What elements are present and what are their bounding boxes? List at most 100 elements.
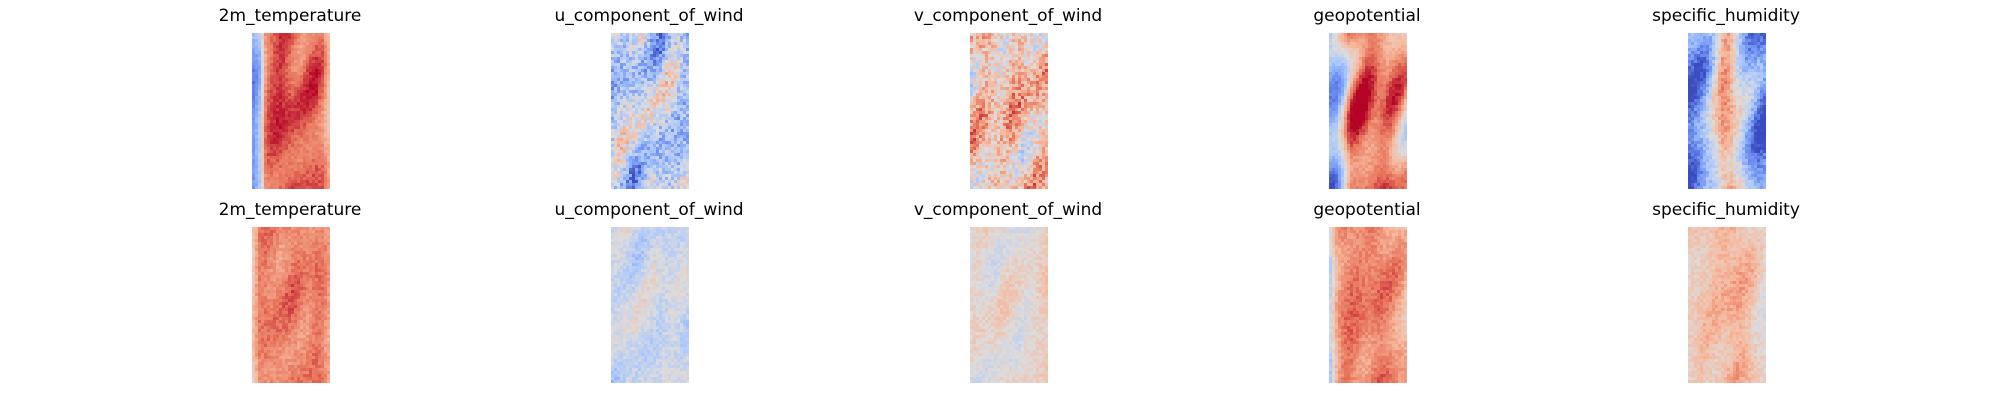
heatmap-cell (674, 153, 678, 157)
heatmap-cell (1009, 60, 1013, 64)
heatmap-cell (1030, 174, 1034, 178)
heatmap-cell (1392, 93, 1396, 97)
heatmap-cell (991, 123, 995, 127)
heatmap-cell (982, 69, 986, 73)
heatmap-cell (647, 180, 651, 184)
heatmap-cell (1009, 180, 1013, 184)
heatmap-cell (1371, 135, 1375, 139)
heatmap-cell (680, 96, 684, 100)
heatmap-cell (276, 99, 280, 103)
heatmap-cell (1012, 144, 1016, 148)
heatmap-cell (1033, 171, 1037, 175)
heatmap-cell (638, 84, 642, 88)
heatmap-cell (1347, 75, 1351, 79)
heatmap-cell (300, 57, 304, 61)
heatmap-cell (991, 153, 995, 157)
heatmap-cell (1039, 69, 1043, 73)
heatmap-cell (614, 102, 618, 106)
heatmap-cell (982, 132, 986, 136)
heatmap-cell (1021, 174, 1025, 178)
heatmap-cell (1006, 117, 1010, 121)
heatmap-cell (315, 66, 319, 70)
heatmap-cell (997, 171, 1001, 175)
panel-title: u_component_of_wind (554, 6, 744, 26)
heatmap-cell (297, 75, 301, 79)
heatmap-cell (644, 33, 648, 37)
heatmap-cell (650, 48, 654, 52)
heatmap-cell (1021, 111, 1025, 115)
heatmap-cell (1012, 42, 1016, 46)
heatmap-cell (970, 105, 974, 109)
heatmap-cell (677, 60, 681, 64)
heatmap-cell (674, 75, 678, 79)
heatmap-cell (638, 177, 642, 181)
heatmap-cell (312, 168, 316, 172)
heatmap-cell (279, 78, 283, 82)
heatmap-cell (279, 60, 283, 64)
heatmap-cell (635, 174, 639, 178)
heatmap-cell (267, 78, 271, 82)
heatmap-cell (1350, 54, 1354, 58)
heatmap-cell (255, 57, 259, 61)
heatmap-cell (991, 129, 995, 133)
heatmap-cell (1338, 75, 1342, 79)
heatmap-cell (686, 87, 689, 91)
heatmap-cell (632, 39, 636, 43)
heatmap-cell (1036, 63, 1040, 67)
heatmap-cell (1359, 123, 1363, 127)
heatmap-cell (1332, 126, 1336, 130)
heatmap-cell (1329, 111, 1333, 115)
heatmap-cell (680, 147, 684, 151)
heatmap-cell (1398, 63, 1402, 67)
heatmap-cell (1383, 120, 1387, 124)
heatmap-cell (1374, 63, 1378, 67)
heatmap-cell (309, 129, 313, 133)
heatmap-cell (270, 186, 274, 189)
heatmap-cell (647, 63, 651, 67)
heatmap-cell (294, 180, 298, 184)
heatmap-cell (255, 102, 259, 106)
heatmap-cell (1024, 123, 1028, 127)
heatmap-cell (626, 33, 630, 37)
heatmap-cell (1329, 105, 1333, 109)
heatmap-cell (282, 186, 286, 189)
heatmap-cell (1380, 99, 1384, 103)
heatmap-cell (1015, 150, 1019, 154)
heatmap-cell (656, 54, 660, 58)
heatmap-cell (279, 186, 283, 189)
heatmap-cell (1338, 36, 1342, 40)
heatmap-cell (994, 180, 998, 184)
heatmap-cell (1030, 51, 1034, 55)
heatmap-cell (255, 96, 259, 100)
heatmap-cell (973, 123, 977, 127)
heatmap-cell (312, 144, 316, 148)
heatmap-cell (997, 135, 1001, 139)
heatmap-cell (285, 51, 289, 55)
heatmap-cell (312, 72, 316, 76)
heatmap-cell (994, 162, 998, 166)
heatmap-cell (973, 168, 977, 172)
heatmap-cell (997, 81, 1001, 85)
heatmap-cell (1377, 129, 1381, 133)
heatmap-cell (677, 135, 681, 139)
heatmap-cell (614, 180, 618, 184)
heatmap-cell (1024, 108, 1028, 112)
heatmap-cell (620, 60, 624, 64)
heatmap-cell (1386, 96, 1390, 100)
heatmap-cell (623, 144, 627, 148)
heatmap-cell (991, 102, 995, 106)
heatmap-cell (1003, 126, 1007, 130)
heatmap-cell (1395, 120, 1399, 124)
heatmap-cell (258, 57, 262, 61)
heatmap-cell (988, 129, 992, 133)
heatmap-cell (1006, 174, 1010, 178)
heatmap-cell (1386, 120, 1390, 124)
heatmap-cell (668, 57, 672, 61)
heatmap-cell (1383, 54, 1387, 58)
heatmap-cell (1356, 105, 1360, 109)
heatmap-cell (252, 69, 256, 73)
heatmap-cell (985, 111, 989, 115)
heatmap-cell (1042, 132, 1046, 136)
heatmap-cell (1009, 51, 1013, 55)
heatmap-cell (1033, 132, 1037, 136)
